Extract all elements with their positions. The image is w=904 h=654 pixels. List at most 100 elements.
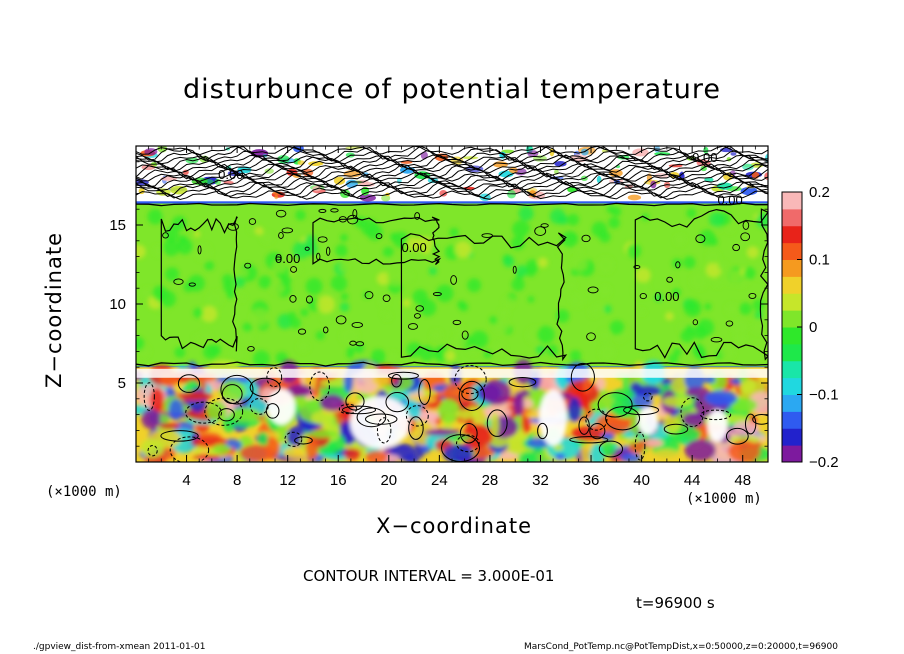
heatmap-cell: [222, 281, 235, 294]
colorbar-swatch: [782, 259, 802, 277]
contour-line: [700, 409, 732, 421]
heatmap-cell: [365, 450, 388, 462]
heatmap-cell: [696, 318, 715, 337]
contour-line: [281, 227, 294, 234]
heatmap-cell: [313, 217, 323, 227]
heatmap-cell: [317, 295, 335, 314]
heatmap-cell: [442, 383, 473, 404]
x-tick-label: 16: [330, 472, 347, 489]
heatmap-cell: [311, 410, 336, 426]
heatmap-bottom-texture: [136, 359, 768, 462]
contour-line: [326, 246, 331, 256]
contour-line: [534, 226, 547, 236]
heatmap-cell: [437, 399, 460, 424]
heatmap-cell: [733, 332, 747, 346]
colorbar-swatch: [782, 327, 802, 345]
contour-line: [605, 406, 641, 431]
heatmap-cell: [344, 448, 362, 461]
heatmap-cell: [264, 168, 274, 174]
heatmap-cell: [712, 279, 722, 288]
heatmap-cell: [386, 351, 399, 364]
heatmap-cell: [592, 303, 604, 315]
heatmap-cell: [720, 344, 736, 360]
heatmap-cell: [339, 262, 349, 272]
heatmap-cell: [704, 390, 738, 407]
contour-line: [312, 216, 442, 265]
contour-lines: 0.00 0.00 0.00 0.00 0.00 0.00: [136, 146, 768, 462]
heatmap-cell: [704, 338, 720, 355]
heatmap-cell: [599, 344, 616, 361]
heatmap-cell: [193, 334, 201, 342]
heatmap-cell: [159, 422, 180, 430]
contour-line: [586, 332, 596, 341]
heatmap-cell: [515, 265, 528, 277]
heatmap-cell: [141, 408, 161, 429]
heatmap-cell: [238, 268, 248, 278]
heatmap-cell: [627, 194, 642, 201]
heatmap-cell: [147, 208, 164, 225]
colorbar-tick-label: 0.1: [809, 252, 830, 269]
contour-line: [218, 408, 235, 422]
contour-line: [408, 416, 424, 440]
contour-line: [382, 294, 391, 302]
heatmap-cell: [333, 176, 346, 185]
contour-line: [266, 367, 283, 388]
contour-line: [570, 362, 595, 392]
heatmap-cell: [419, 345, 435, 362]
heatmap-cell: [239, 444, 275, 462]
contour-line: [537, 422, 548, 440]
heatmap-cell: [209, 344, 222, 356]
colorbar-swatch: [782, 343, 802, 362]
contour-line: [290, 266, 298, 273]
heatmap-cell: [370, 349, 386, 365]
contour-line: [597, 392, 633, 418]
contour-line: [405, 405, 429, 427]
heatmap-cell: [323, 442, 338, 451]
contour-line: [675, 261, 681, 269]
contour-line: [458, 380, 485, 411]
heatmap-cell: [566, 280, 577, 290]
heatmap-cell: [136, 244, 146, 259]
contour-line: [297, 328, 307, 335]
heatmap-cell: [490, 412, 500, 438]
heatmap-cell: [742, 163, 754, 171]
heatmap-cell: [206, 291, 223, 308]
heatmap-cell: [704, 303, 712, 311]
heatmap-cell: [752, 322, 765, 334]
contour-line: [136, 176, 768, 190]
heatmap-cell: [212, 444, 231, 455]
heatmap-cell: [192, 454, 221, 461]
heatmap-cell: [280, 275, 292, 287]
heatmap-cell: [257, 431, 269, 448]
heatmap-cell: [756, 212, 768, 229]
heatmap-cell: [567, 213, 580, 226]
contour-line: [330, 208, 339, 213]
heatmap-cell: [499, 307, 510, 318]
heatmap-cell: [194, 243, 212, 261]
contour-line: [317, 236, 328, 243]
x-tick-label: 48: [734, 472, 751, 489]
contour-line: [391, 373, 402, 388]
heatmap-cell: [387, 269, 405, 287]
heatmap-cell: [307, 429, 339, 438]
heatmap-cell: [242, 322, 253, 333]
heatmap-cell: [315, 330, 325, 340]
contour-line: [486, 409, 508, 437]
heatmap-cell: [547, 344, 559, 356]
heatmap-cell: [452, 334, 467, 349]
colorbar-swatch: [782, 192, 802, 210]
contour-line: [265, 403, 280, 419]
heatmap-cell: [725, 303, 738, 315]
colorbar-tick-label: −0.2: [809, 454, 839, 471]
contour-line: [136, 146, 768, 162]
heatmap-cell: [204, 260, 215, 271]
heatmap-cell: [200, 305, 218, 323]
heatmap-cell: [662, 396, 693, 407]
contour-label: 0.00: [401, 240, 426, 255]
contour-line: [352, 209, 358, 219]
heatmap-cell: [726, 225, 734, 233]
heatmap-cell: [686, 208, 697, 219]
heatmap-cell: [692, 343, 706, 357]
heatmap-plume: [539, 389, 568, 446]
